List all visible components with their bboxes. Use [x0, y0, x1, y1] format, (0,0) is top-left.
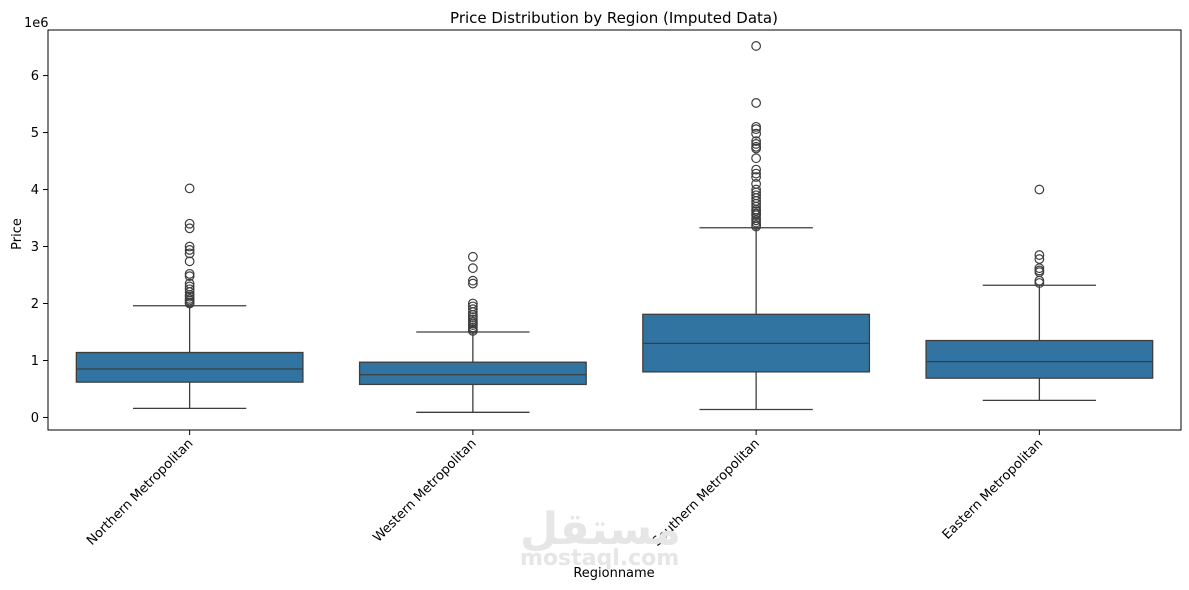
outlier-point [184, 284, 195, 295]
outlier-point [751, 143, 762, 154]
outlier-point [467, 325, 478, 336]
outlier-point [467, 263, 478, 274]
y-tick-label: 1 [31, 354, 39, 369]
y-tick-label: 6 [31, 69, 39, 84]
x-axis-label: Regionname [573, 566, 654, 581]
outlier-point [751, 41, 762, 51]
outlier-point [467, 251, 478, 262]
outlier-point [184, 256, 195, 267]
outlier-point [751, 221, 762, 232]
iqr-box [925, 339, 1154, 379]
outlier-point [184, 245, 195, 255]
y-tick-label: 2 [31, 297, 39, 312]
x-tick-label: Western Metropolitan [370, 436, 479, 545]
box-series [75, 41, 1154, 413]
x-tick-label: Southern Metropolitan [650, 436, 763, 549]
outlier-point [184, 223, 195, 234]
outlier-point [751, 198, 762, 209]
box-4 [925, 184, 1154, 402]
outlier-point [467, 307, 478, 317]
x-axis-ticks: Northern Metropolitan Western Metropolita… [84, 430, 1046, 550]
y-tick-label: 0 [31, 411, 39, 426]
outlier-point [1034, 278, 1045, 288]
outlier-point [467, 304, 478, 315]
outlier-point [184, 218, 195, 229]
outlier-point [751, 128, 762, 139]
outlier-point [751, 153, 762, 164]
iqr-box [75, 351, 304, 383]
y-tick-label: 3 [31, 240, 39, 255]
outlier-point [751, 164, 762, 175]
y-tick-label: 5 [31, 126, 39, 141]
y-axis-label: Price [10, 218, 25, 250]
outlier-point [184, 298, 195, 309]
outlier-point [751, 124, 762, 135]
outlier-point [467, 275, 478, 286]
box-2 [358, 251, 587, 413]
x-tick-label: Eastern Metropolitan [940, 436, 1046, 542]
y-tick-label: 4 [31, 183, 39, 198]
outlier-point [184, 248, 195, 259]
outlier-point [751, 136, 762, 147]
iqr-box [358, 361, 587, 386]
box-3 [642, 41, 871, 411]
chart-title: Price Distribution by Region (Imputed Da… [450, 9, 778, 27]
outlier-point [184, 241, 195, 252]
outlier-point [467, 278, 478, 289]
outlier-point [751, 139, 762, 149]
outlier-point [751, 210, 762, 221]
outlier-point [1034, 184, 1045, 195]
outlier-point [1034, 250, 1045, 260]
outlier-point [751, 172, 762, 182]
box-1 [75, 183, 304, 409]
outlier-point [184, 183, 195, 194]
x-tick-label: Northern Metropolitan [84, 436, 196, 548]
outlier-point [751, 168, 762, 179]
y-offset-label: 1e6 [24, 16, 49, 31]
outlier-point [751, 98, 762, 108]
y-axis-ticks: 0 1 2 3 4 5 6 [31, 69, 48, 426]
outlier-point [184, 271, 195, 282]
